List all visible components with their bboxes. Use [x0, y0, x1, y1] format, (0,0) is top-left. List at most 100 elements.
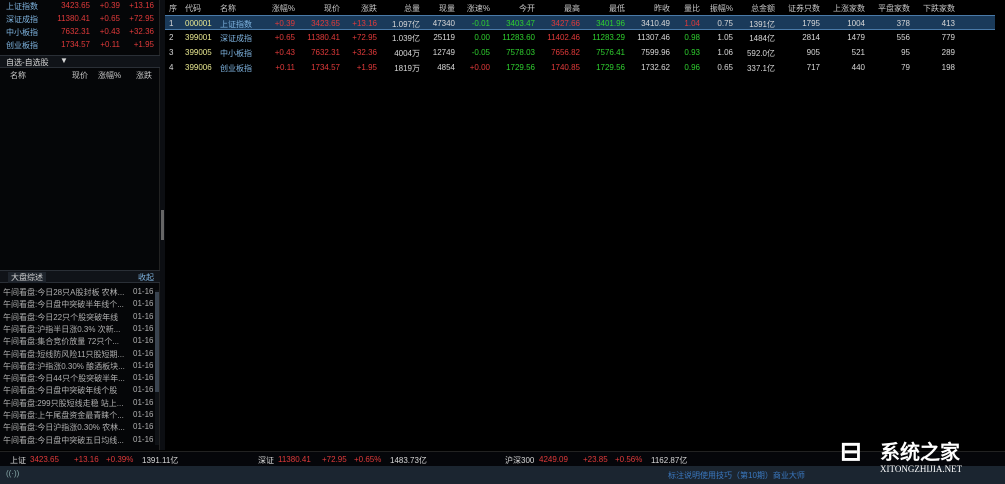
sz-pct: +0.65% — [354, 455, 382, 464]
index-chg: +72.95 — [129, 14, 154, 23]
cell-代码: 399005 — [185, 48, 212, 57]
index-row[interactable]: 上证指数 3423.65 +0.39 +13.16 — [0, 1, 160, 13]
column-header[interactable]: 现价 — [324, 4, 340, 13]
cell-现价: 11380.41 — [307, 33, 340, 42]
cell-上涨家数: 1479 — [847, 33, 865, 42]
news-title: 午间看盘:短线防风险11只股短期... — [3, 349, 125, 359]
column-header[interactable]: 现量 — [439, 4, 455, 13]
news-item[interactable]: 午间看盘:集合竞价放量 72只个... 01-16 — [0, 335, 154, 347]
index-price: 3423.65 — [61, 1, 90, 10]
column-header[interactable]: 平盘家数 — [878, 4, 910, 13]
sh-chg: +13.16 — [74, 455, 99, 464]
cell-最低: 7576.41 — [596, 48, 625, 57]
cell-最低: 1729.56 — [596, 63, 625, 72]
column-header[interactable]: 总量 — [404, 4, 420, 13]
sz-name[interactable]: 深证 — [258, 456, 274, 465]
column-header[interactable]: 最低 — [609, 4, 625, 13]
cell-下跌家数: 289 — [941, 48, 955, 57]
cell-下跌家数: 198 — [941, 63, 955, 72]
column-header[interactable]: 名称 — [220, 4, 236, 13]
cell-序: 3 — [169, 48, 174, 57]
quote-table: 序代码 名称 涨幅% 现价 涨跌 总量 现量 涨速% 今开 最高 最低 昨收 量比 振幅% 总金额 证券只数 上… — [165, 0, 1005, 450]
column-header[interactable]: 序 — [169, 4, 177, 13]
index-row[interactable]: 创业板指 1734.57 +0.11 +1.95 — [0, 40, 160, 52]
cell-量比: 0.96 — [684, 63, 700, 72]
column-header[interactable]: 总金额 — [751, 4, 775, 13]
news-date: 01-16 — [133, 397, 154, 407]
news-item[interactable]: 午间看盘:沪指涨0.30% 酿酒板块... 01-16 — [0, 360, 154, 372]
column-header[interactable]: 证券只数 — [788, 4, 820, 13]
column-header[interactable]: 今开 — [519, 4, 535, 13]
column-header[interactable]: 量比 — [684, 4, 700, 13]
cell-平盘家数: 378 — [896, 19, 910, 28]
column-header[interactable]: 最高 — [564, 4, 580, 13]
col-chg[interactable]: 涨跌 — [136, 71, 152, 80]
cell-上涨家数: 521 — [851, 48, 865, 57]
collapse-handle[interactable] — [161, 210, 164, 240]
col-name[interactable]: 名称 — [10, 71, 26, 80]
index-name: 中小板指 — [6, 28, 38, 37]
news-item[interactable]: 午间看盘:今日盘中突破半年线个... 01-16 — [0, 298, 154, 310]
news-item[interactable]: 午间看盘:今日盘中突破五日均线... 01-16 — [0, 434, 154, 446]
column-header[interactable]: 涨幅% — [271, 4, 295, 13]
col-price[interactable]: 现价 — [72, 71, 88, 80]
news-item[interactable]: 午间看盘:短线防风险11只股短期... 01-16 — [0, 348, 154, 360]
news-title: 午间看盘:今日沪指涨0.30% 农林... — [3, 423, 125, 433]
table-row[interactable]: 3 399005 中小板指 +0.43 7632.31 +32.36 4004万 12749 -… — [165, 45, 995, 60]
cell-下跌家数: 779 — [941, 33, 955, 42]
column-header[interactable]: 涨跌 — [361, 4, 377, 13]
cell-量比: 1.04 — [684, 19, 700, 28]
news-item[interactable]: 午间看盘:299只股短线走稳 站上... 01-16 — [0, 397, 154, 409]
status-tip[interactable]: 标注说明使用技巧（第10期）商业大师 — [668, 471, 805, 480]
news-item[interactable]: 午间看盘:上午尾盘资金最青睐个... 01-16 — [0, 409, 154, 421]
cell-振幅%: 1.05 — [717, 33, 733, 42]
column-header[interactable]: 涨速% — [466, 4, 490, 13]
table-row[interactable]: 1 000001 上证指数 +0.39 3423.65 +13.16 1.097亿 47340… — [165, 15, 995, 30]
column-header[interactable]: 昨收 — [654, 4, 670, 13]
cell-涨速%: +0.00 — [469, 63, 490, 72]
news-item[interactable]: 午间看盘:今日22只个股突破年线 01-16 — [0, 311, 154, 323]
index-chg: +13.16 — [129, 1, 154, 10]
news-header: 大盘综述 收起 — [0, 270, 160, 283]
news-date: 01-16 — [133, 422, 154, 432]
cell-振幅%: 1.06 — [717, 48, 733, 57]
column-header[interactable]: 下跌家数 — [923, 4, 955, 13]
col-pct[interactable]: 涨幅% — [98, 71, 122, 80]
news-item[interactable]: 午间看盘:今日44只个股突破半年... 01-16 — [0, 372, 154, 384]
sz-chg: +72.95 — [322, 455, 347, 464]
hs-pct: +0.56% — [615, 455, 643, 464]
scroll-thumb[interactable] — [155, 292, 159, 392]
index-row[interactable]: 中小板指 7632.31 +0.43 +32.36 — [0, 27, 160, 39]
column-header[interactable]: 代码 — [185, 4, 201, 13]
cell-最高: 7656.82 — [551, 48, 580, 57]
logo-mark-icon: ⊟ — [840, 436, 862, 466]
signal-icon: ((·)) — [6, 469, 20, 478]
news-scrollbar[interactable] — [155, 290, 159, 445]
cell-代码: 399006 — [185, 63, 212, 72]
sh-name[interactable]: 上证 — [10, 456, 26, 465]
table-row[interactable]: 2 399001 深证成指 +0.65 11380.41 +72.95 1.039亿 2511… — [165, 30, 995, 45]
hs-name[interactable]: 沪深300 — [505, 456, 535, 465]
table-row[interactable]: 4 399006 创业板指 +0.11 1734.57 +1.95 1819万 4854 +0.… — [165, 60, 995, 75]
cell-上涨家数: 440 — [851, 63, 865, 72]
hs-chg: +23.85 — [583, 455, 608, 464]
index-name: 上证指数 — [6, 2, 38, 11]
index-price: 1734.57 — [61, 40, 90, 49]
column-header[interactable]: 振幅% — [709, 4, 733, 13]
watchlist-header[interactable]: 自选-自选股 ▼ — [0, 55, 160, 68]
cell-上涨家数: 1004 — [847, 19, 865, 28]
news-item[interactable]: 午间看盘:今日盘中突破年线个股 01-16 — [0, 384, 154, 396]
collapse-link[interactable]: 收起 — [138, 273, 154, 282]
cell-平盘家数: 79 — [901, 63, 910, 72]
dropdown-arrow-icon[interactable]: ▼ — [60, 56, 68, 65]
column-header[interactable]: 上涨家数 — [833, 4, 865, 13]
index-row[interactable]: 深证成指 11380.41 +0.65 +72.95 — [0, 14, 160, 26]
news-item[interactable]: 午间看盘:今日沪指涨0.30% 农林... 01-16 — [0, 421, 154, 433]
cell-序: 4 — [169, 63, 174, 72]
news-tab[interactable]: 大盘综述 — [8, 272, 46, 283]
news-item[interactable]: 午间看盘:今日28只A股封板 农林... 01-16 — [0, 286, 154, 298]
cell-今开: 11283.60 — [502, 33, 535, 42]
watchlist-title[interactable]: 自选-自选股 — [6, 58, 49, 67]
cell-涨速%: -0.05 — [471, 48, 490, 57]
news-item[interactable]: 午间看盘:沪指半日涨0.3% 次新... 01-16 — [0, 323, 154, 335]
